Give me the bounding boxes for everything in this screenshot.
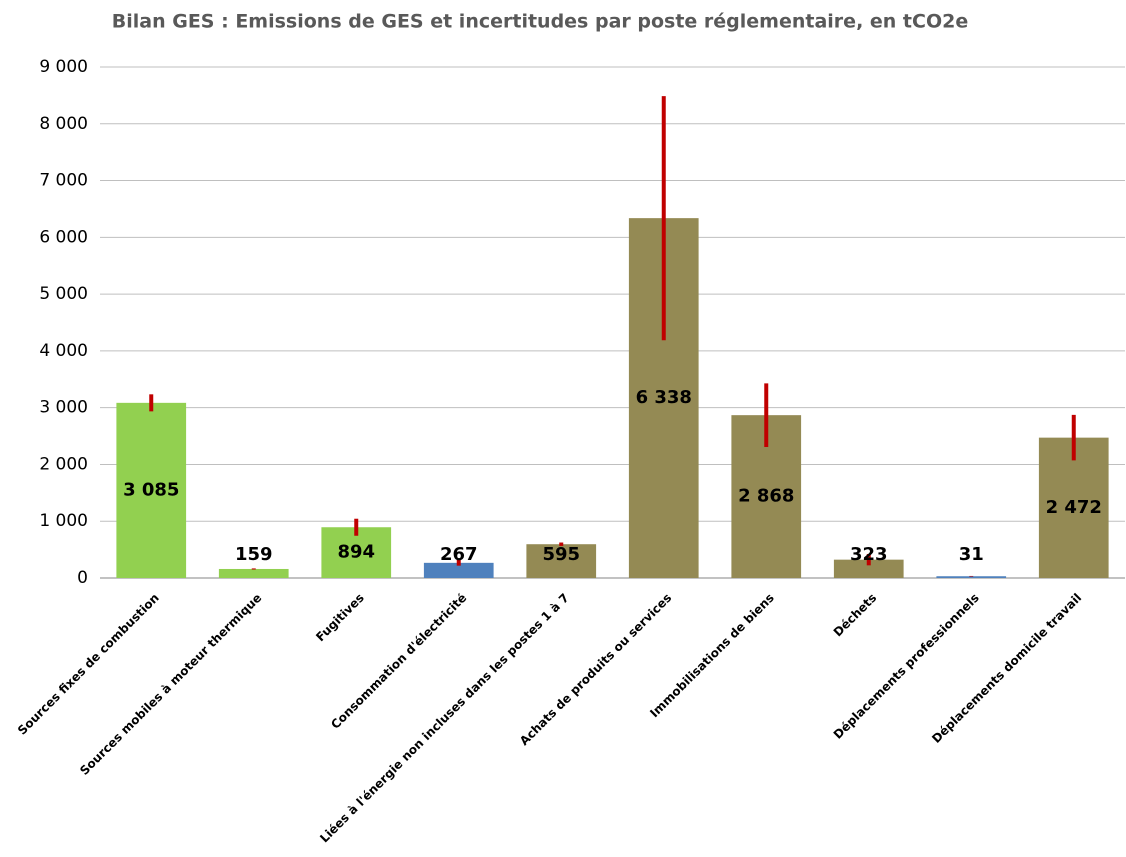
y-tick-label: 8 000	[39, 114, 88, 134]
x-tick-label: Liées à l'énergie non incluses dans les …	[317, 591, 572, 846]
value-label: 2 868	[738, 486, 794, 507]
bar	[936, 576, 1007, 578]
value-label: 595	[542, 544, 580, 565]
value-label: 2 472	[1046, 497, 1102, 518]
bar	[218, 568, 289, 578]
value-label: 894	[337, 542, 375, 563]
x-tick-label: Déchets	[831, 591, 880, 640]
y-tick-label: 3 000	[39, 398, 88, 418]
x-tick-label: Sources mobiles à moteur thermique	[77, 591, 264, 778]
x-tick-label: Fugitives	[313, 591, 367, 645]
value-label: 159	[235, 544, 273, 565]
x-tick-label: Immobilisations de biens	[647, 591, 777, 721]
bar	[1038, 437, 1109, 578]
y-tick-label: 4 000	[39, 341, 88, 361]
bar	[526, 544, 597, 578]
y-tick-label: 6 000	[39, 227, 88, 247]
y-tick-label: 2 000	[39, 454, 88, 474]
y-tick-label: 5 000	[39, 284, 88, 304]
value-label: 3 085	[123, 479, 179, 500]
y-tick-label: 1 000	[39, 511, 88, 531]
y-tick-label: 7 000	[39, 171, 88, 191]
value-label: 31	[959, 544, 984, 565]
y-tick-label: 9 000	[39, 57, 88, 77]
bar	[833, 559, 904, 578]
value-label: 6 338	[636, 387, 692, 408]
chart-title: Bilan GES : Emissions de GES et incertit…	[112, 11, 968, 33]
value-label: 323	[850, 544, 888, 565]
bar	[423, 562, 494, 578]
bar	[116, 402, 187, 578]
value-label: 267	[440, 544, 478, 565]
y-tick-label: 0	[77, 568, 88, 588]
